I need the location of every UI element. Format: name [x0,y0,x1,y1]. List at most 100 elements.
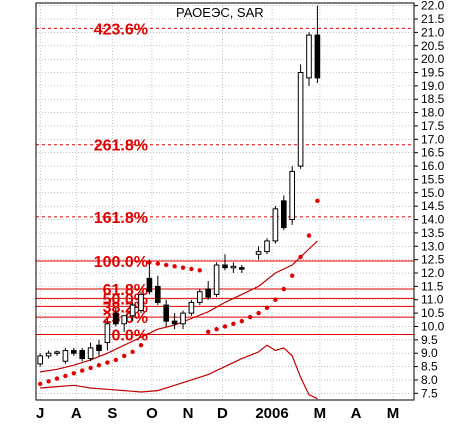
y-tick-label: 13.0 [421,239,445,253]
y-tick-label: 10.0 [421,319,445,333]
sar-point [290,273,295,278]
sar-point [206,329,211,335]
fib-label: 61.8% [103,282,148,299]
x-tick-label: M [387,405,400,422]
candle-body-down [96,344,102,352]
candle-body-down [238,267,245,270]
sar-point [138,342,144,348]
y-tick-label: 21.0 [421,25,445,39]
sar-point [88,365,93,371]
candle-body-up [62,350,69,362]
candle-body-down [205,288,212,298]
y-tick-label: 9.5 [421,333,438,347]
sar-point [54,376,60,381]
candle-body-up [138,293,144,311]
fib-label: 161.8% [94,210,148,227]
sar-point [46,379,51,384]
y-tick-label: 20.5 [421,39,445,53]
sar-point [71,371,77,376]
y-tick-label: 19.0 [421,79,445,93]
y-tick-label: 18.0 [421,106,445,120]
candle-body-down [154,285,161,303]
y-tick-label: 22.0 [421,0,445,13]
fib-label: 100.0% [94,254,148,271]
sar-point [155,261,160,266]
sar-point [38,381,43,387]
y-tick-label: 17.0 [421,132,445,146]
sar-point [222,324,228,329]
y-tick-label: 17.5 [421,119,445,133]
y-tick-label: 12.5 [421,253,445,267]
y-tick-label: 14.0 [421,213,445,227]
x-tick-label: D [217,405,228,422]
sar-point [306,233,312,238]
sar-point [63,373,68,379]
candle-body-up [54,351,60,354]
y-tick-label: 21.5 [421,12,445,26]
candle-body-up [289,170,296,221]
y-tick-label: 19.5 [421,66,445,80]
x-tick-label: A [351,405,362,422]
candle-body-up [37,355,44,365]
candle-body-down [79,350,86,360]
fib-label: 0.0% [112,328,148,345]
sar-point [298,254,303,260]
y-tick-label: 8.5 [421,360,438,374]
y-tick-label: 7.5 [421,386,438,400]
sar-point [256,310,261,316]
candle-body-down [112,312,119,325]
y-tick-label: 11.0 [421,293,444,307]
x-tick-label: 2006 [255,405,288,422]
sar-point [248,314,253,320]
candle-body-up [188,301,195,314]
candle-body-up [306,34,312,79]
sar-layer [38,198,320,387]
candle-body-down [146,277,153,293]
candle-body-down [163,304,170,322]
sar-point [122,353,127,359]
y-tick-label: 11.5 [421,279,444,293]
candle-body-up [104,323,111,344]
candle-body-up [196,291,203,303]
candle-body-up [129,304,136,317]
x-tick-label: M [314,405,327,422]
sar-point [130,349,135,355]
fib-label: 261.8% [94,138,148,155]
candle-body-down [314,34,321,79]
fib-label: 50.0% [103,291,148,308]
sar-point [189,266,194,272]
candle-body-up [297,72,304,167]
candle-body-up [230,265,237,269]
y-tick-label: 13.5 [421,226,445,240]
sar-point [105,360,110,365]
y-tick-label: 14.5 [421,199,445,213]
axis-layer: 22.021.521.020.520.019.519.018.518.017.5… [35,0,445,422]
y-tick-label: 12.0 [421,266,445,280]
y-tick-label: 15.5 [421,172,445,186]
y-tick-label: 20.0 [421,52,445,66]
sar-point [172,264,177,269]
sar-point [180,265,186,270]
candle-body-down [171,320,178,325]
sar-point [197,268,202,273]
sar-point [96,363,102,368]
candle-body-up [213,264,220,295]
y-tick-label: 15.0 [421,186,445,200]
candle-body-down [70,350,77,354]
y-tick-label: 18.5 [421,92,445,106]
fibonacci-layer: 423.6%261.8%161.8%100.0%61.8%50.0%38.2%2… [36,21,414,345]
sar-point [231,321,236,327]
sar-point [164,262,169,268]
plot-frame [35,2,415,401]
y-tick-label: 16.5 [421,146,445,160]
sar-point [80,368,85,373]
candle-body-up [264,240,270,253]
sar-point [315,198,320,204]
grid-layer [36,3,414,400]
candle-body-up [255,251,262,255]
x-tick-label: A [71,405,82,422]
sar-point [214,326,219,332]
x-tick-label: N [183,405,194,422]
